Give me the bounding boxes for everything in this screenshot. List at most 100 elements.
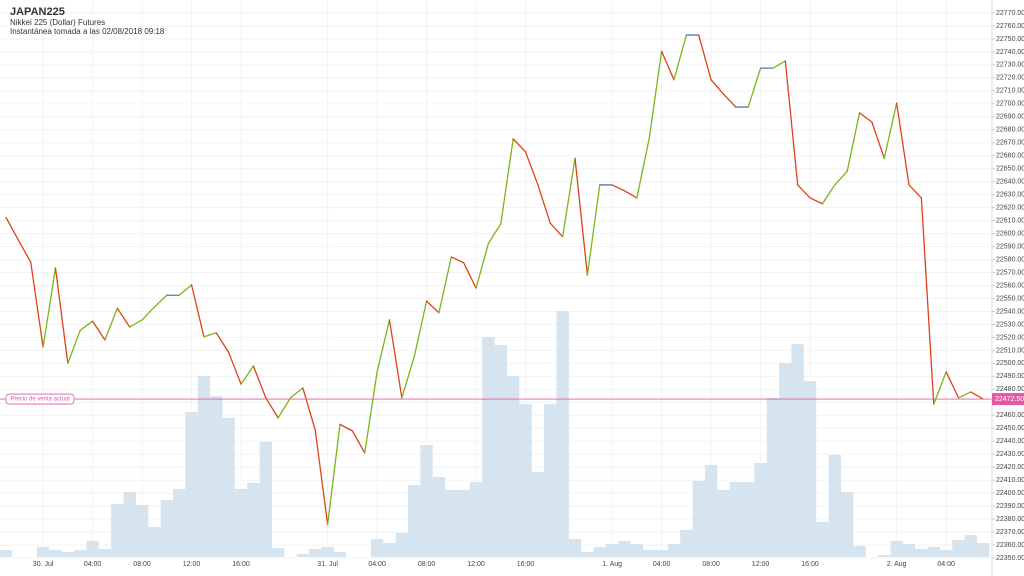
price-segment: [524, 151, 539, 186]
x-tick-label: 12:00: [183, 561, 201, 568]
snapshot-note: Instantánea tomada a las 02/08/2018 09:1…: [10, 27, 165, 36]
price-segment: [747, 67, 762, 108]
volume-bar: [111, 504, 124, 557]
price-segment: [425, 300, 440, 314]
x-tick-label: 04:00: [937, 561, 955, 568]
price-segment: [463, 262, 477, 289]
volume-bar: [36, 547, 50, 557]
y-tick-label: 22690.00: [996, 114, 1024, 121]
price-segment: [636, 137, 650, 199]
x-tick-label: 04:00: [368, 561, 386, 568]
x-tick-label: 08:00: [133, 561, 151, 568]
price-segment: [141, 306, 156, 321]
volume-bar: [309, 549, 322, 557]
price-segment: [908, 184, 923, 199]
y-tick-label: 22540.00: [996, 308, 1024, 315]
volume-bar: [915, 549, 928, 557]
volume-bar: [74, 550, 87, 557]
y-tick-label: 22520.00: [996, 334, 1024, 341]
y-tick-label: 22460.00: [996, 412, 1024, 419]
price-segment: [401, 356, 415, 399]
y-tick-label: 22680.00: [996, 127, 1024, 134]
y-tick-label: 22760.00: [996, 23, 1024, 30]
price-segment: [920, 197, 935, 405]
volume-bar: [939, 550, 953, 557]
volume-bar: [581, 552, 594, 557]
volume-bar: [828, 455, 841, 557]
volume-bar: [445, 490, 458, 557]
volume-bar: [420, 445, 433, 557]
y-tick-label: 22420.00: [996, 464, 1024, 471]
price-segment: [17, 239, 32, 263]
x-tick-label: 2. Aug: [887, 561, 907, 568]
price-segment: [376, 319, 391, 373]
chart-title: JAPAN225: [10, 6, 65, 18]
volume-bar: [185, 412, 198, 557]
volume-bar: [172, 489, 186, 557]
price-segment: [710, 79, 725, 95]
price-segment: [772, 60, 786, 69]
volume-bar: [494, 345, 507, 557]
y-tick-label: 22720.00: [996, 75, 1024, 82]
price-segment: [104, 307, 118, 341]
volume-bar: [531, 472, 545, 557]
y-tick-label: 22400.00: [996, 490, 1024, 497]
price-segment: [895, 102, 910, 186]
price-segment: [722, 93, 737, 108]
volume-bar: [556, 311, 569, 557]
volume-bar: [296, 554, 310, 557]
volume-bar: [432, 477, 446, 557]
volume-bar: [61, 552, 75, 557]
price-segment: [660, 50, 675, 81]
price-segment: [129, 319, 143, 328]
y-tick-label: 22700.00: [996, 101, 1024, 108]
volume-bar: [568, 539, 582, 557]
volume-bar: [49, 550, 62, 557]
price-segment: [834, 170, 848, 186]
volume-bar: [321, 547, 334, 557]
price-segment: [190, 284, 205, 338]
volume-bar: [544, 404, 557, 557]
price-segment: [673, 34, 687, 81]
price-segment: [487, 223, 502, 244]
price-segment: [30, 261, 44, 348]
price-segment: [858, 112, 873, 123]
y-tick-label: 22480.00: [996, 386, 1024, 393]
volume-bar: [457, 490, 470, 557]
volume-bar: [840, 492, 854, 557]
x-tick-label: 08:00: [702, 561, 720, 568]
price-segment: [883, 102, 898, 159]
volume-bar: [247, 483, 260, 557]
price-segment: [821, 184, 836, 205]
price-segment: [5, 216, 20, 241]
y-tick-label: 22530.00: [996, 321, 1024, 328]
price-segment: [970, 391, 984, 400]
price-segment: [314, 429, 329, 525]
price-segment: [339, 423, 354, 432]
current-price-value: 22472.50: [995, 396, 1024, 403]
volume-bar: [605, 544, 619, 557]
volume-bar: [766, 398, 780, 557]
y-tick-label: 22630.00: [996, 192, 1024, 199]
price-segment: [586, 184, 601, 276]
volume-bar: [754, 463, 767, 557]
label-layer: JAPAN225 Nikkei 225 (Dollar) Futures Ins…: [5, 0, 1024, 576]
price-segment: [252, 365, 267, 399]
y-tick-label: 22440.00: [996, 438, 1024, 445]
volume-bar: [135, 505, 149, 557]
current-price-tag: Precio de venta actual: [10, 397, 69, 403]
y-tick-label: 22550.00: [996, 295, 1024, 302]
volume-bar: [630, 544, 644, 557]
volume-bar: [964, 535, 978, 557]
x-tick-label: 04:00: [84, 561, 102, 568]
volume-bar: [890, 541, 903, 557]
y-tick-label: 22570.00: [996, 269, 1024, 276]
volume-bar: [197, 376, 211, 557]
y-tick-label: 22380.00: [996, 516, 1024, 523]
volume-bar: [0, 550, 13, 557]
volume-bar: [680, 530, 693, 557]
x-tick-label: 16:00: [801, 561, 819, 568]
price-segment: [265, 397, 279, 419]
volume-bar: [667, 544, 681, 557]
